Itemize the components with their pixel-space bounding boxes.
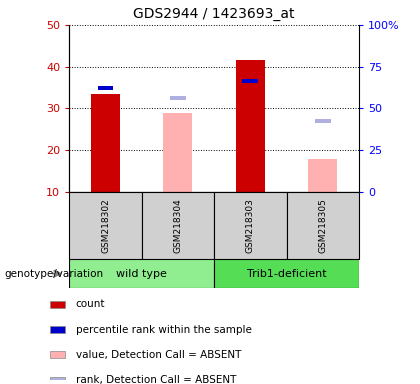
Text: GSM218302: GSM218302 (101, 198, 110, 253)
Bar (214, 192, 286, 259)
Bar (69, 192, 142, 259)
Bar (50, 377, 65, 384)
Bar (142, 192, 214, 259)
Bar (315, 119, 331, 123)
Text: count: count (76, 300, 105, 310)
Title: GDS2944 / 1423693_at: GDS2944 / 1423693_at (134, 7, 295, 21)
Bar (91, 94, 120, 192)
Bar (163, 113, 192, 192)
Bar (97, 86, 113, 90)
Bar (50, 326, 65, 333)
Text: Trib1-deficient: Trib1-deficient (247, 268, 326, 279)
Bar (286, 192, 359, 259)
Bar (308, 159, 337, 192)
Bar (50, 301, 65, 308)
Text: wild type: wild type (116, 268, 167, 279)
Text: value, Detection Call = ABSENT: value, Detection Call = ABSENT (76, 350, 241, 360)
Text: GSM218305: GSM218305 (318, 198, 327, 253)
Bar (50, 351, 65, 358)
Bar (242, 79, 258, 83)
Text: percentile rank within the sample: percentile rank within the sample (76, 325, 252, 335)
Text: GSM218303: GSM218303 (246, 198, 255, 253)
Text: GSM218304: GSM218304 (173, 198, 182, 253)
Bar (69, 259, 214, 288)
Bar (214, 259, 359, 288)
Bar (236, 60, 265, 192)
Text: genotype/variation: genotype/variation (4, 268, 103, 279)
Text: rank, Detection Call = ABSENT: rank, Detection Call = ABSENT (76, 375, 236, 384)
Bar (170, 96, 186, 100)
